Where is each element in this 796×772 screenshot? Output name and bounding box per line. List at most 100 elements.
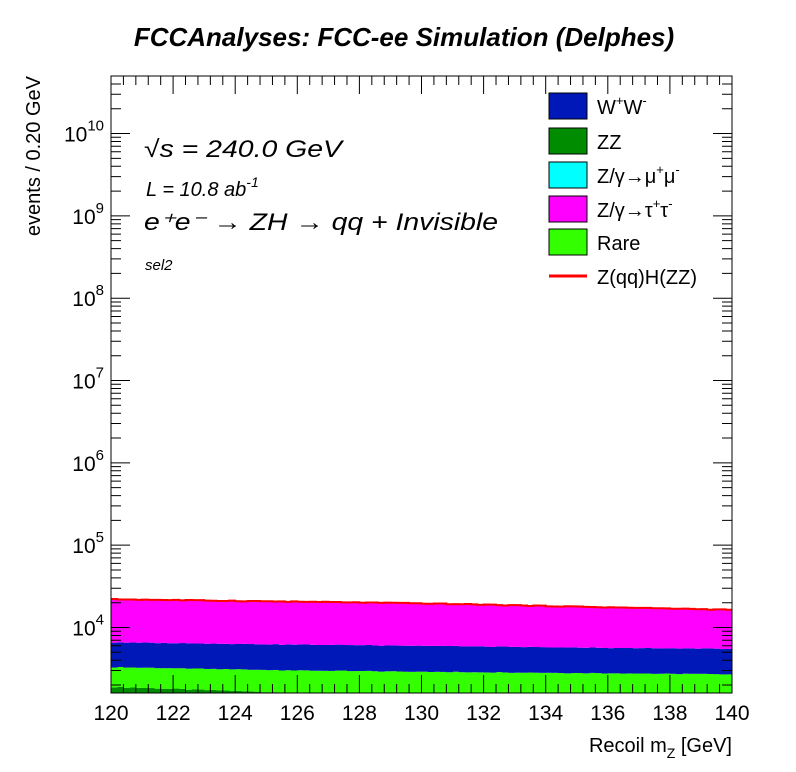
histogram-bin — [148, 642, 155, 668]
y-tick-label: 107 — [72, 365, 104, 394]
legend-swatch — [548, 195, 588, 223]
histogram-bin — [582, 647, 590, 674]
histogram-bin — [210, 668, 217, 690]
histogram-bin — [241, 691, 249, 693]
histogram-bin — [160, 600, 168, 643]
histogram-bin — [210, 600, 217, 644]
histogram-bin — [645, 607, 652, 648]
histogram-bin — [235, 643, 242, 670]
histogram-bin — [222, 600, 230, 644]
histogram-bin — [346, 602, 354, 646]
histogram-bin — [682, 608, 689, 649]
histogram-bin — [483, 604, 491, 647]
histogram-bin — [657, 648, 665, 674]
histogram-bin — [241, 643, 249, 670]
histogram-bin — [651, 673, 658, 693]
luminosity-exponent: -1 — [246, 174, 258, 190]
histogram-bin — [676, 648, 683, 675]
histogram-bin — [421, 645, 429, 672]
histogram-bin — [638, 607, 646, 649]
process-annotation: e⁺e⁻ → ZH → qq + Invisible — [144, 209, 498, 236]
histogram-bin — [315, 602, 323, 646]
histogram-bin — [682, 648, 689, 674]
histogram-bin — [409, 603, 416, 646]
signal-line — [111, 598, 732, 611]
histogram-bin — [365, 602, 373, 645]
histogram-bin — [545, 672, 553, 693]
histogram-bin — [700, 673, 708, 693]
histogram-bin — [527, 672, 534, 693]
histogram-bin — [626, 607, 634, 649]
histogram-bin — [601, 648, 609, 674]
histogram-bin — [204, 600, 211, 644]
histogram-bin — [725, 609, 733, 649]
histogram-bin — [595, 673, 602, 693]
histogram-bin — [197, 643, 205, 669]
series-z- — [111, 599, 733, 650]
histogram-bin — [328, 602, 335, 645]
histogram-bin — [396, 645, 404, 672]
histogram-bin — [129, 667, 137, 688]
histogram-bin — [576, 673, 584, 693]
y-tick-label: 106 — [72, 447, 104, 476]
histogram-bin — [278, 670, 286, 693]
x-tick-label: 134 — [528, 702, 563, 725]
histogram-bin — [421, 671, 429, 693]
histogram-bin — [502, 672, 509, 693]
histogram-bin — [185, 600, 193, 644]
histogram-bin — [166, 688, 174, 693]
histogram-bin — [340, 645, 348, 671]
histogram-bin — [359, 670, 367, 693]
histogram-bin — [483, 646, 491, 673]
histogram-bin — [700, 609, 708, 649]
histogram-bin — [266, 601, 273, 645]
histogram-bin — [570, 673, 578, 693]
y-tick-label: 109 — [72, 200, 104, 229]
histogram-bin — [396, 671, 404, 693]
histogram-bin — [663, 673, 671, 693]
histogram-bin — [638, 648, 646, 674]
histogram-bin — [545, 647, 553, 673]
histogram-bin — [396, 602, 404, 646]
legend-entry: Z/γ→τ+​τ-​ — [548, 195, 673, 223]
histogram-bin — [154, 643, 162, 669]
histogram-bin — [539, 605, 547, 648]
histogram-bin — [315, 670, 323, 693]
histogram-bin — [154, 668, 162, 689]
histogram-bin — [197, 668, 205, 690]
histogram-bin — [589, 607, 596, 648]
histogram-bin — [725, 674, 733, 693]
histogram-bin — [253, 691, 261, 693]
legend-entry: W+​W-​ — [548, 92, 647, 120]
histogram-bin — [210, 689, 217, 693]
histogram-bin — [402, 603, 410, 646]
histogram-bin — [235, 669, 242, 691]
histogram-bin — [669, 608, 677, 649]
histogram-bin — [477, 672, 484, 693]
histogram-bin — [551, 672, 559, 693]
histogram-bin — [365, 670, 373, 693]
axes — [110, 75, 733, 694]
histogram-bin — [247, 644, 255, 670]
x-tick-label: 138 — [652, 702, 687, 725]
histogram-bin — [228, 669, 236, 692]
histogram-bin — [191, 668, 199, 690]
histogram-bin — [353, 602, 360, 646]
histogram-bin — [533, 605, 540, 648]
histogram-bin — [179, 643, 186, 669]
histogram-bin — [160, 642, 168, 669]
histogram-bin — [117, 686, 124, 693]
histogram-bin — [533, 672, 540, 693]
histogram-bin — [508, 605, 516, 647]
histogram-bin — [520, 672, 528, 693]
histogram-bin — [228, 644, 236, 670]
legend-label: Z/γ→τ+​τ-​ — [597, 196, 673, 222]
histogram-bin — [446, 646, 453, 673]
luminosity-annotation: L = 10.8 ab-1 — [146, 174, 259, 201]
histogram-bin — [440, 671, 447, 693]
histogram-bin — [322, 644, 329, 671]
histogram-bin — [514, 672, 522, 693]
legend-swatch — [548, 161, 588, 189]
histogram-bin — [409, 645, 416, 672]
histogram-bin — [135, 687, 143, 693]
